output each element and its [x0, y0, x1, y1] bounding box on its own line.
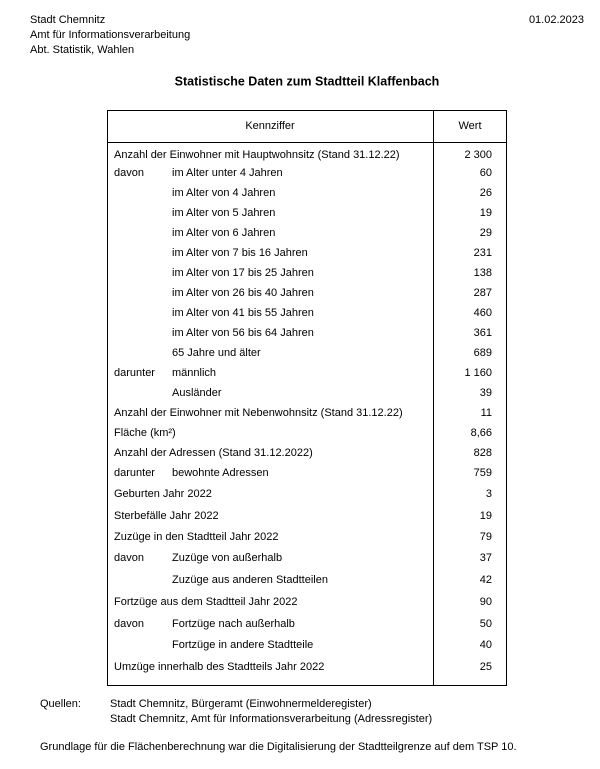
org-line: Stadt Chemnitz	[30, 14, 105, 26]
row-value: 3	[486, 488, 492, 500]
row-label: Umzüge innerhalb des Stadtteils Jahr 202…	[114, 661, 324, 673]
row-prefix: davon	[114, 618, 144, 630]
row-sublabel: im Alter von 5 Jahren	[172, 207, 275, 219]
row-value: 29	[480, 227, 492, 239]
row-label: Anzahl der Einwohner mit Nebenwohnsitz (…	[114, 407, 403, 419]
row-sublabel: bewohnte Adressen	[172, 467, 269, 479]
row-value: 1 160	[464, 367, 492, 379]
row-value: 37	[480, 552, 492, 564]
row-value: 2 300	[464, 149, 492, 161]
row-label: Zuzüge in den Stadtteil Jahr 2022	[114, 531, 279, 543]
row-sublabel: Ausländer	[172, 387, 222, 399]
row-sublabel: im Alter von 26 bis 40 Jahren	[172, 287, 314, 299]
row-value: 11	[481, 407, 492, 419]
row-sublabel: im Alter von 17 bis 25 Jahren	[172, 267, 314, 279]
row-sublabel: im Alter von 41 bis 55 Jahren	[172, 307, 314, 319]
row-value: 287	[474, 287, 492, 299]
column-header: Wert	[458, 120, 481, 132]
row-label: Anzahl der Einwohner mit Hauptwohnsitz (…	[114, 149, 400, 161]
row-value: 50	[480, 618, 492, 630]
row-label: Geburten Jahr 2022	[114, 488, 212, 500]
row-label: Anzahl der Adressen (Stand 31.12.2022)	[114, 447, 313, 459]
row-prefix: davon	[114, 167, 144, 179]
row-value: 90	[480, 596, 492, 608]
row-value: 361	[474, 327, 492, 339]
row-label: Fortzüge aus dem Stadtteil Jahr 2022	[114, 596, 297, 608]
row-value: 40	[480, 639, 492, 651]
row-sublabel: männlich	[172, 367, 216, 379]
row-value: 231	[474, 247, 492, 259]
row-prefix: darunter	[114, 467, 155, 479]
table-border	[107, 110, 507, 686]
row-sublabel: 65 Jahre und älter	[172, 347, 261, 359]
row-value: 26	[480, 187, 492, 199]
source: Stadt Chemnitz, Amt für Informationsvera…	[110, 713, 432, 725]
row-value: 19	[480, 510, 492, 522]
row-sublabel: Fortzüge nach außerhalb	[172, 618, 295, 630]
org-line: Amt für Informationsverarbeitung	[30, 29, 190, 41]
row-value: 60	[480, 167, 492, 179]
row-prefix: darunter	[114, 367, 155, 379]
row-value: 8,66	[471, 427, 492, 439]
source: Stadt Chemnitz, Bürgeramt (Einwohnermeld…	[110, 698, 372, 710]
title: Statistische Daten zum Stadtteil Klaffen…	[175, 74, 440, 88]
table-body: Anzahl der Einwohner mit Hauptwohnsitz (…	[114, 149, 492, 673]
row-sublabel: im Alter von 6 Jahren	[172, 227, 275, 239]
row-value: 19	[480, 207, 492, 219]
column-header: Kennziffer	[245, 120, 295, 132]
row-value: 79	[480, 531, 492, 543]
row-value: 42	[480, 574, 492, 586]
row-value: 25	[480, 661, 492, 673]
note: Grundlage für die Flächenberechnung war …	[40, 741, 517, 753]
row-sublabel: im Alter von 56 bis 64 Jahren	[172, 327, 314, 339]
row-sublabel: im Alter von 4 Jahren	[172, 187, 275, 199]
row-prefix: davon	[114, 552, 144, 564]
row-value: 759	[474, 467, 492, 479]
row-sublabel: Zuzüge aus anderen Stadtteilen	[172, 574, 328, 586]
row-sublabel: im Alter unter 4 Jahren	[172, 167, 283, 179]
sources-label: Quellen:	[40, 698, 81, 710]
row-sublabel: Zuzüge von außerhalb	[172, 552, 282, 564]
row-value: 689	[474, 347, 492, 359]
row-value: 828	[474, 447, 492, 459]
row-value: 460	[474, 307, 492, 319]
row-sublabel: im Alter von 7 bis 16 Jahren	[172, 247, 308, 259]
row-label: Fläche (km²)	[114, 427, 176, 439]
row-value: 138	[474, 267, 492, 279]
row-sublabel: Fortzüge in andere Stadtteile	[172, 639, 313, 651]
row-label: Sterbefälle Jahr 2022	[114, 510, 219, 522]
row-value: 39	[480, 387, 492, 399]
date: 01.02.2023	[529, 14, 584, 26]
org-line: Abt. Statistik, Wahlen	[30, 44, 134, 56]
